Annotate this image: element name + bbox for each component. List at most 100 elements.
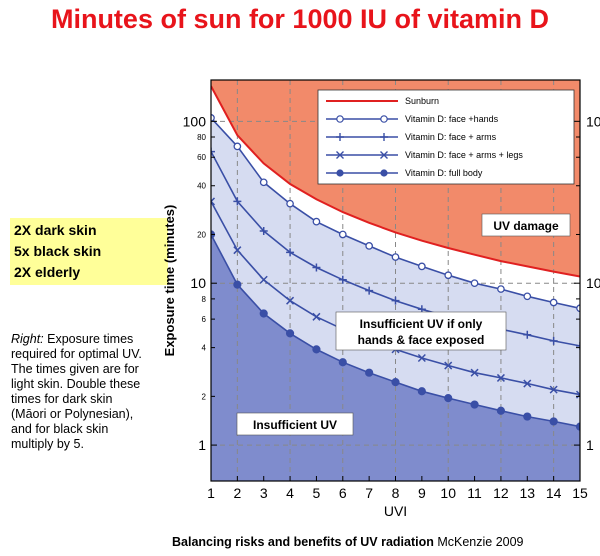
- annotation-partial-line1: Insufficient UV if only: [360, 317, 483, 331]
- annotation-uv-damage-box: [481, 213, 571, 237]
- citation-author: McKenzie 2009: [433, 535, 524, 549]
- data-point-face-arms: [549, 336, 558, 345]
- citation-title: Balancing risks and benefits of UV radia…: [172, 535, 434, 549]
- x-tick-label: 7: [365, 485, 373, 501]
- x-tick-label: 3: [260, 485, 268, 501]
- data-point-full-body: [338, 358, 347, 367]
- x-tick-label: 10: [440, 485, 456, 501]
- data-point-face-arms: [365, 286, 374, 295]
- data-point-face-arms: [233, 197, 242, 206]
- data-point-face-arms: [259, 227, 268, 236]
- data-point-full-body: [365, 368, 374, 377]
- data-point-face-hands: [470, 279, 479, 288]
- data-point-face-hands: [497, 285, 505, 293]
- legend-marker: [380, 115, 388, 123]
- x-tick-label: 8: [392, 485, 400, 501]
- data-point-face-hands: [549, 298, 558, 307]
- data-point-face-arms: [391, 296, 400, 305]
- legend: Sunburn Vitamin D: face +hands Vitamin D: …: [317, 89, 575, 185]
- series-line-0: [211, 85, 580, 278]
- data-point-face-hands: [365, 242, 373, 250]
- x-tick-label: 5: [313, 485, 321, 501]
- y-tick-label: 20: [197, 230, 206, 239]
- x-tick-label: 12: [493, 485, 509, 501]
- x-tick-label: 13: [519, 485, 535, 501]
- data-point-face-arms-legs: [417, 353, 426, 363]
- y-tick-label: 40: [197, 182, 206, 191]
- annotation-insufficient-box: [236, 412, 354, 436]
- data-point-full-body: [312, 345, 321, 354]
- x-tick-label: 2: [233, 485, 241, 501]
- x-tick-label: 11: [467, 485, 482, 501]
- data-point-face-arms: [338, 275, 347, 284]
- data-point-face-hands: [338, 230, 347, 239]
- x-tick-label: 4: [286, 485, 294, 501]
- data-point-full-body: [233, 280, 242, 289]
- data-point-face-arms-legs: [575, 390, 580, 399]
- x-tick-label: 6: [339, 485, 347, 501]
- annotation-uv-damage-text: UV damage: [493, 219, 559, 233]
- right-tick-label: 10: [586, 113, 600, 129]
- y-tick-label: 1: [198, 437, 206, 453]
- data-point-face-hands: [523, 292, 532, 301]
- y-tick-label: 10: [190, 275, 206, 291]
- data-point-face-arms-legs: [470, 368, 479, 377]
- data-point-face-arms-legs: [259, 275, 268, 284]
- data-point-full-body: [444, 394, 453, 403]
- side-caption-label: Right:: [11, 332, 44, 346]
- legend-marker: [336, 133, 344, 141]
- data-point-full-body: [470, 400, 479, 409]
- chart-title: Minutes of sun for 1000 IU of vitamin D: [50, 4, 550, 34]
- data-point-face-hands: [444, 271, 453, 280]
- data-point-full-body: [496, 406, 506, 415]
- right-tick-label: 10: [586, 275, 600, 291]
- y-tick-label: 80: [197, 133, 206, 142]
- x-tick-label: 14: [546, 485, 562, 501]
- legend-entry-3: Vitamin D: face + arms + legs: [405, 150, 523, 160]
- y-tick-label: 4: [202, 344, 207, 353]
- data-point-face-arms-legs: [312, 312, 321, 321]
- data-point-face-arms: [312, 263, 321, 272]
- data-point-face-arms-legs: [286, 296, 295, 305]
- right-tick-label: 1: [586, 437, 594, 453]
- legend-marker: [380, 133, 388, 141]
- x-axis-label: UVI: [384, 503, 407, 519]
- legend-entry-1: Vitamin D: face +hands: [405, 114, 499, 124]
- data-point-face-hands: [259, 178, 268, 187]
- data-point-face-arms: [286, 248, 295, 257]
- y-axis-label: Exposure time (minutes): [162, 205, 177, 357]
- data-point-face-hands: [418, 262, 426, 271]
- annotation-partial-box: [335, 311, 507, 351]
- annotation-partial-line2: hands & face exposed: [358, 333, 485, 347]
- data-point-full-body: [285, 329, 295, 338]
- note-line-elderly: 2X elderly: [14, 264, 81, 280]
- data-point-face-arms-legs: [211, 197, 216, 206]
- legend-marker: [336, 151, 344, 159]
- annotation-insufficient-uv: Insufficient UV: [236, 412, 354, 436]
- data-point-full-body: [391, 377, 400, 387]
- side-caption: Right: Exposure times required for optim…: [11, 332, 146, 452]
- data-point-full-body: [523, 412, 532, 421]
- legend-marker: [380, 169, 388, 177]
- annotation-insufficient-partial: Insufficient UV if only hands & face expo…: [335, 311, 507, 351]
- note-line-dark-skin: 2X dark skin: [14, 222, 97, 238]
- data-point-face-arms-legs: [549, 385, 558, 394]
- data-point-face-arms: [211, 147, 215, 156]
- x-tick-label: 9: [418, 485, 426, 501]
- data-point-face-arms-legs: [496, 373, 505, 382]
- y-tick-label: 6: [202, 315, 207, 324]
- note-line-black-skin: 5x black skin: [14, 243, 102, 259]
- data-point-full-body: [417, 387, 426, 396]
- data-point-full-body: [575, 422, 580, 431]
- data-point-face-hands: [312, 217, 321, 226]
- annotation-insufficient-text: Insufficient UV: [253, 418, 337, 432]
- annotation-uv-damage: UV damage: [481, 213, 571, 237]
- legend-marker: [380, 151, 388, 159]
- legend-marker: [336, 115, 344, 123]
- data-point-face-hands: [233, 142, 242, 151]
- y-tick-label: 8: [202, 295, 207, 304]
- x-tick-label: 1: [207, 485, 215, 501]
- data-point-face-arms-legs: [523, 379, 532, 388]
- data-point-face-arms-legs: [444, 361, 453, 370]
- x-tick-label: 15: [572, 485, 588, 501]
